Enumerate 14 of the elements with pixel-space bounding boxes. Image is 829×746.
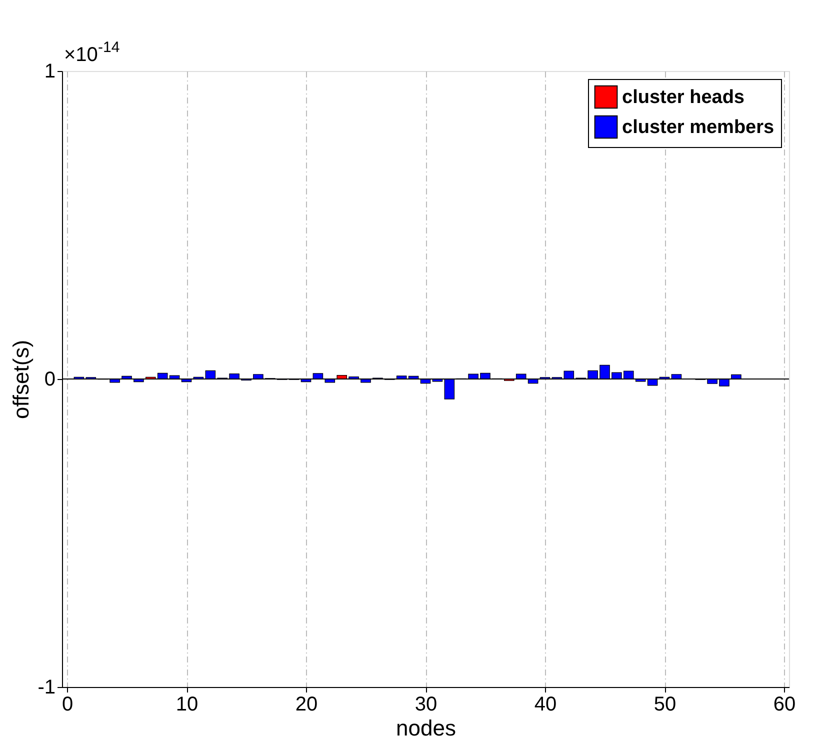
- y-axis-title: offset(s): [8, 340, 34, 420]
- legend-label: cluster members: [622, 117, 774, 138]
- x-tick-label: 40: [534, 694, 557, 716]
- x-tick-label: 60: [773, 694, 796, 716]
- x-tick-label: 20: [295, 694, 318, 716]
- y-tick-label: -1: [38, 676, 56, 698]
- y-tick-label: 1: [44, 60, 56, 82]
- legend-label: cluster heads: [622, 87, 744, 108]
- x-tick-label: 50: [654, 694, 676, 716]
- x-axis-title: nodes: [396, 716, 456, 740]
- x-tick-label: 10: [176, 694, 198, 716]
- x-tick-label: 30: [414, 694, 438, 716]
- y-tick-label: 0: [44, 368, 56, 390]
- x-tick-label: 0: [62, 694, 74, 716]
